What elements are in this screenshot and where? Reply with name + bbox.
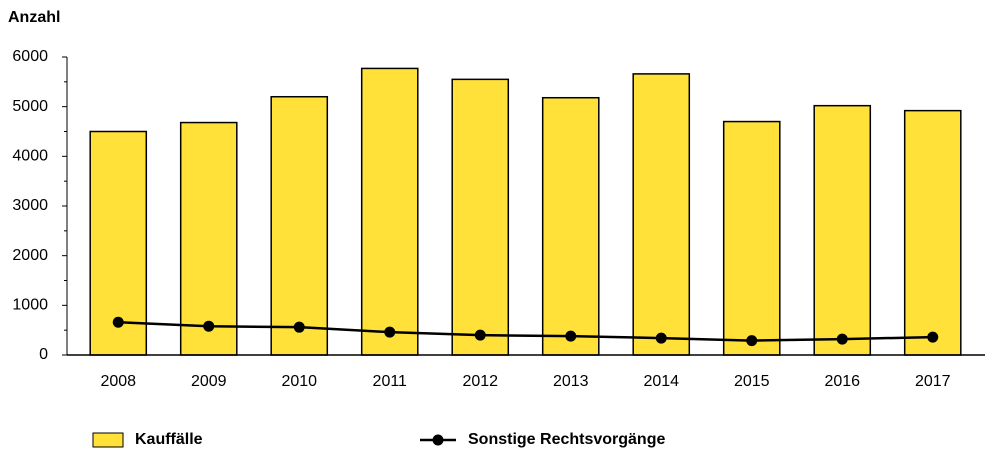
x-tick-label: 2015	[734, 373, 770, 390]
x-tick-label: 2017	[915, 373, 951, 390]
y-tick-label: 2000	[12, 247, 48, 264]
x-tick-label: 2014	[643, 373, 679, 390]
line-marker	[927, 331, 939, 343]
y-tick-label: 6000	[12, 48, 48, 65]
legend-label: Kauffälle	[135, 431, 203, 448]
bar	[632, 73, 691, 356]
bar	[722, 120, 781, 356]
line-marker	[384, 326, 396, 338]
x-tick-label: 2016	[824, 373, 860, 390]
bar	[360, 67, 419, 356]
line	[118, 320, 933, 342]
bar	[179, 121, 238, 356]
x-tick-label: 2012	[462, 373, 498, 390]
y-tick-label: 3000	[12, 197, 48, 214]
legend-marker	[432, 434, 444, 446]
x-tick-label: 2009	[191, 373, 227, 390]
x-tick-label: 2010	[281, 373, 317, 390]
bar	[270, 95, 329, 356]
line-marker	[112, 316, 124, 328]
line-marker	[203, 320, 215, 332]
bar	[451, 78, 510, 356]
line-marker	[746, 335, 758, 347]
x-tick-label: 2008	[100, 373, 136, 390]
bar	[903, 109, 962, 356]
y-tick-label: 5000	[12, 98, 48, 115]
y-tick-label: 4000	[12, 148, 48, 165]
line-marker	[565, 330, 577, 342]
chart-title: Anzahl	[8, 9, 60, 26]
legend-swatch	[92, 432, 124, 448]
x-tick-label: 2011	[373, 373, 408, 390]
y-tick-label: 0	[39, 346, 48, 363]
y-tick-label: 1000	[12, 297, 48, 314]
x-tick-label: 2013	[553, 373, 589, 390]
line-marker	[474, 329, 486, 341]
bar	[813, 104, 872, 356]
bar	[541, 96, 600, 356]
legend-label: Sonstige Rechtsvorgänge	[468, 431, 665, 448]
line-marker	[836, 333, 848, 345]
line-marker	[655, 332, 667, 344]
line-marker	[293, 321, 305, 333]
